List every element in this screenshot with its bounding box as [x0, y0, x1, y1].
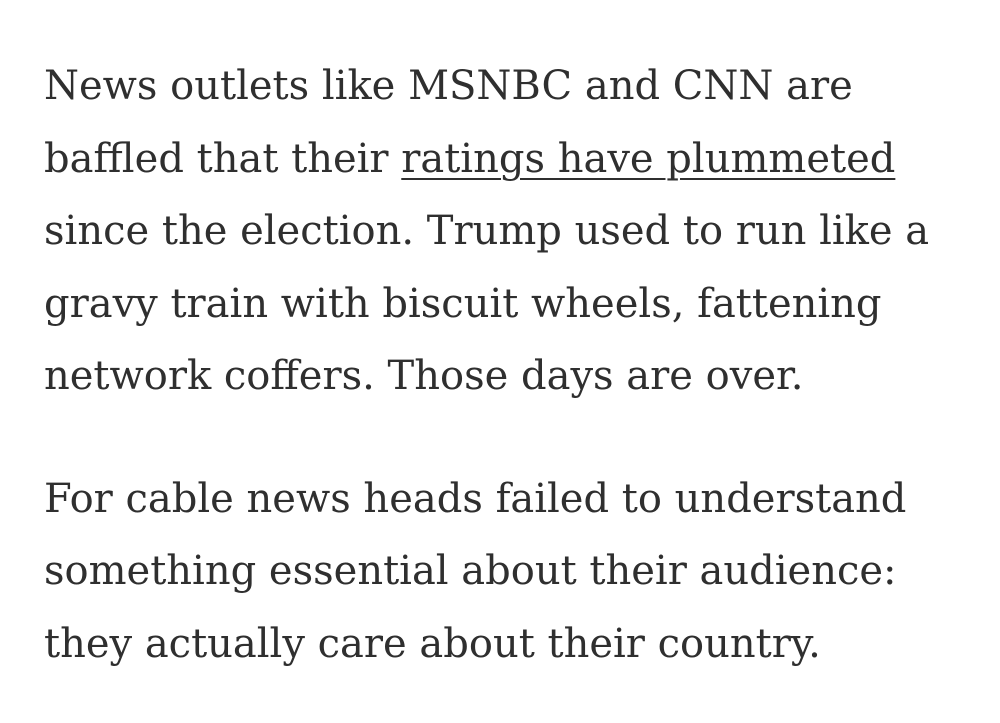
paragraph-1-line-3: since the election. Trump used to run li… — [44, 208, 930, 254]
paragraph-1-line-5: network coffers. Those days are over. — [44, 353, 804, 399]
paragraph-1-line-1: News outlets like MSNBC and CNN are — [44, 63, 853, 109]
article-body: News outlets like MSNBC and CNN are baff… — [44, 50, 974, 680]
paragraph-2-line-1: For cable news heads failed to understan… — [44, 475, 907, 522]
paragraph-1-line-2: baffled that their ratings have plummete… — [44, 123, 974, 196]
paragraph-1-line-2-text: baffled that their — [44, 135, 402, 182]
ratings-link[interactable]: ratings have plummeted — [401, 135, 896, 182]
paragraph-1-line-4: gravy train with biscuit wheels, fatteni… — [44, 280, 882, 327]
paragraph-2-line-2: something essential about their audience… — [44, 548, 897, 594]
paragraph-2-line-3: they actually care about their country. — [44, 620, 821, 667]
paragraph-2: For cable news heads failed to understan… — [44, 463, 974, 681]
paragraph-1: News outlets like MSNBC and CNN are baff… — [44, 50, 974, 413]
